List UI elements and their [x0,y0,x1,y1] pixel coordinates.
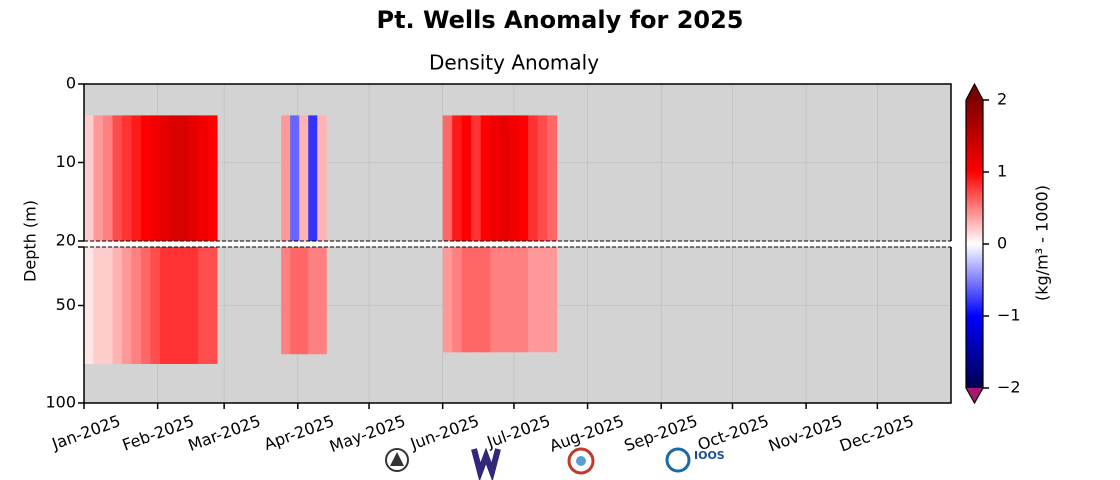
cell [518,247,529,353]
cell [141,247,152,364]
cell [112,247,123,364]
cell [290,247,300,355]
cell [308,247,318,355]
cell [103,115,114,241]
cell [169,247,180,364]
cell [122,115,133,241]
cell [317,115,327,241]
cell [84,247,95,364]
axis-frame [83,247,952,404]
y-tick-label: 0 [66,74,76,93]
colorbar-tick-label: 2 [997,90,1007,109]
cell [179,247,190,364]
cell [141,115,152,241]
x-tick-label: Feb-2025 [120,411,197,454]
cell [471,115,482,241]
x-tick-label: Nov-2025 [766,411,845,455]
chart-subtitle: Density Anomaly [429,51,599,75]
cell [537,115,548,241]
cell [480,115,491,241]
cell [103,247,114,364]
cell [480,247,491,353]
cell [452,247,463,353]
cell [198,247,209,364]
y-tick-label: 100 [45,393,76,412]
cell [547,247,558,353]
cell [299,115,309,241]
cell [499,115,510,241]
x-tick-label: Jan-2025 [49,411,123,454]
colorbar-tick-label: −1 [997,306,1021,325]
colorbar-extend [966,84,983,100]
chart-title: Pt. Wells Anomaly for 2025 [376,6,743,34]
cell [160,247,171,364]
cell [207,115,218,241]
cell [509,247,520,353]
logos: IOOS [385,447,725,480]
y-tick-label: 20 [56,231,76,250]
cell [499,247,510,353]
x-tick-label: Oct-2025 [695,411,771,454]
cell [290,115,300,241]
cell [122,247,133,364]
y-tick-label: 50 [56,295,76,314]
cell [528,115,539,241]
x-tick-label: Jun-2025 [407,411,482,454]
cell [188,115,199,241]
cell [131,115,142,241]
cell [93,247,104,364]
cell [509,115,520,241]
colorbar-tick-label: 0 [997,234,1007,253]
cell [490,247,501,353]
cell [84,115,95,241]
cell [179,115,190,241]
cell [490,115,501,241]
x-tick-label: Apr-2025 [261,411,336,454]
x-tick-label: Dec-2025 [837,411,916,455]
cell [528,247,539,353]
cell [281,115,291,241]
colorbar-extend [966,388,983,403]
cell [188,247,199,364]
cell [518,115,529,241]
cell [112,115,123,241]
cell [442,247,453,353]
cell [299,247,309,355]
cell [150,115,161,241]
cell [281,247,291,355]
cell [537,247,548,353]
cell [160,115,171,241]
cell [547,115,558,241]
cell [461,247,472,353]
colorbar [966,100,983,388]
cell [198,115,209,241]
x-tick-label: Sep-2025 [622,411,701,455]
y-tick-label: 10 [56,152,76,171]
cell [452,115,463,241]
cell [93,115,104,241]
y-axis-label: Depth (m) [21,200,40,282]
cell [169,115,180,241]
cell [131,247,142,364]
colorbar-label: (kg/m³ - 1000) [1033,185,1052,301]
cell [317,247,327,355]
colorbar-tick-label: −2 [997,378,1021,397]
cell [461,115,472,241]
cell [308,115,318,241]
cell [442,115,453,241]
logo-text: IOOS [694,449,725,462]
cell [207,247,218,364]
cell [150,247,161,364]
cell [471,247,482,353]
x-tick-label: Mar-2025 [185,411,263,455]
colorbar-tick-label: 1 [997,162,1007,181]
x-tick-label: Jul-2025 [484,411,553,452]
